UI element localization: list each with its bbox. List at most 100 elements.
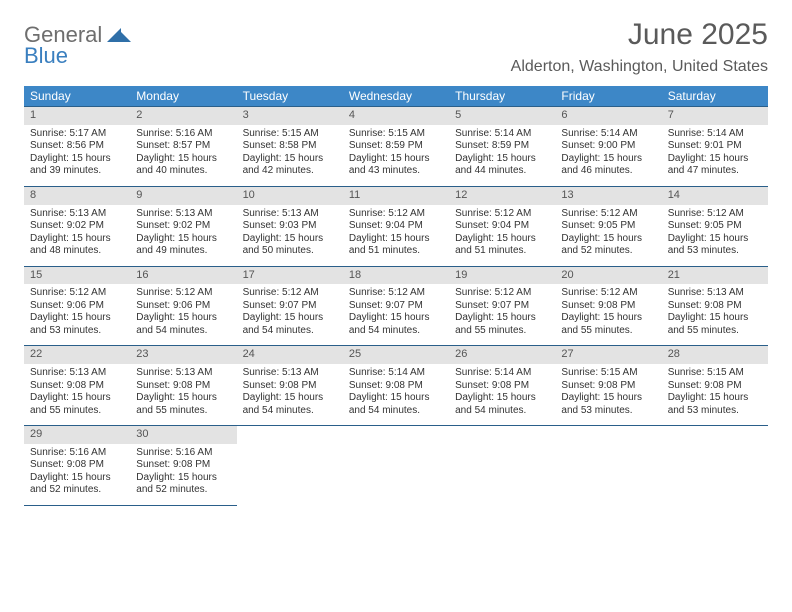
day-number: 16 <box>130 266 236 284</box>
daylight: Daylight: 15 hours and 51 minutes. <box>349 233 443 258</box>
sunset: Sunset: 8:58 PM <box>243 140 337 153</box>
sunset: Sunset: 9:03 PM <box>243 220 337 233</box>
daylight: Daylight: 15 hours and 43 minutes. <box>349 153 443 178</box>
day-detail: Sunrise: 5:12 AMSunset: 9:04 PMDaylight:… <box>343 205 449 267</box>
sunset: Sunset: 9:02 PM <box>30 220 124 233</box>
sunrise: Sunrise: 5:12 AM <box>349 287 443 300</box>
daylight: Daylight: 15 hours and 48 minutes. <box>30 233 124 258</box>
day-detail-row: Sunrise: 5:16 AMSunset: 9:08 PMDaylight:… <box>24 444 768 506</box>
sunset: Sunset: 8:59 PM <box>455 140 549 153</box>
logo: General Blue <box>24 18 131 67</box>
daylight: Daylight: 15 hours and 39 minutes. <box>30 153 124 178</box>
day-header: Monday <box>130 86 236 107</box>
sunset: Sunset: 8:57 PM <box>136 140 230 153</box>
title-block: June 2025 Alderton, Washington, United S… <box>511 18 768 76</box>
day-number: 15 <box>24 266 130 284</box>
day-header: Friday <box>555 86 661 107</box>
day-detail: Sunrise: 5:14 AMSunset: 9:01 PMDaylight:… <box>662 125 768 187</box>
sunrise: Sunrise: 5:16 AM <box>136 447 230 460</box>
day-number: 20 <box>555 266 661 284</box>
sunrise: Sunrise: 5:15 AM <box>243 128 337 141</box>
sunrise: Sunrise: 5:13 AM <box>668 287 762 300</box>
empty-cell <box>449 444 555 506</box>
day-detail: Sunrise: 5:13 AMSunset: 9:03 PMDaylight:… <box>237 205 343 267</box>
calendar-table: SundayMondayTuesdayWednesdayThursdayFrid… <box>24 86 768 506</box>
sunrise: Sunrise: 5:15 AM <box>561 367 655 380</box>
day-detail: Sunrise: 5:14 AMSunset: 9:08 PMDaylight:… <box>449 364 555 426</box>
day-header: Tuesday <box>237 86 343 107</box>
day-detail: Sunrise: 5:12 AMSunset: 9:07 PMDaylight:… <box>237 284 343 346</box>
day-detail: Sunrise: 5:13 AMSunset: 9:08 PMDaylight:… <box>662 284 768 346</box>
header: General Blue June 2025 Alderton, Washing… <box>24 18 768 76</box>
day-number-row: 891011121314 <box>24 186 768 204</box>
sunset: Sunset: 9:07 PM <box>243 300 337 313</box>
sunset: Sunset: 9:06 PM <box>136 300 230 313</box>
sunset: Sunset: 9:08 PM <box>668 300 762 313</box>
sunrise: Sunrise: 5:14 AM <box>455 367 549 380</box>
sunrise: Sunrise: 5:14 AM <box>455 128 549 141</box>
day-number-row: 2930 <box>24 426 768 444</box>
sunset: Sunset: 9:08 PM <box>561 300 655 313</box>
day-detail: Sunrise: 5:16 AMSunset: 8:57 PMDaylight:… <box>130 125 236 187</box>
daylight: Daylight: 15 hours and 52 minutes. <box>561 233 655 258</box>
day-detail: Sunrise: 5:12 AMSunset: 9:06 PMDaylight:… <box>130 284 236 346</box>
day-number: 1 <box>24 107 130 125</box>
daylight: Daylight: 15 hours and 54 minutes. <box>455 392 549 417</box>
sunset: Sunset: 9:00 PM <box>561 140 655 153</box>
sunset: Sunset: 9:06 PM <box>30 300 124 313</box>
day-detail: Sunrise: 5:12 AMSunset: 9:08 PMDaylight:… <box>555 284 661 346</box>
day-detail: Sunrise: 5:12 AMSunset: 9:04 PMDaylight:… <box>449 205 555 267</box>
sunset: Sunset: 9:02 PM <box>136 220 230 233</box>
day-number: 24 <box>237 346 343 364</box>
sunrise: Sunrise: 5:12 AM <box>243 287 337 300</box>
day-detail: Sunrise: 5:12 AMSunset: 9:07 PMDaylight:… <box>343 284 449 346</box>
sunset: Sunset: 9:08 PM <box>243 380 337 393</box>
sunrise: Sunrise: 5:14 AM <box>561 128 655 141</box>
day-detail: Sunrise: 5:12 AMSunset: 9:05 PMDaylight:… <box>662 205 768 267</box>
day-number: 29 <box>24 426 130 444</box>
daylight: Daylight: 15 hours and 55 minutes. <box>30 392 124 417</box>
daylight: Daylight: 15 hours and 54 minutes. <box>349 392 443 417</box>
day-detail: Sunrise: 5:15 AMSunset: 9:08 PMDaylight:… <box>555 364 661 426</box>
sunrise: Sunrise: 5:12 AM <box>561 208 655 221</box>
day-detail: Sunrise: 5:16 AMSunset: 9:08 PMDaylight:… <box>130 444 236 506</box>
sunset: Sunset: 9:05 PM <box>668 220 762 233</box>
day-detail: Sunrise: 5:15 AMSunset: 9:08 PMDaylight:… <box>662 364 768 426</box>
day-number: 2 <box>130 107 236 125</box>
daylight: Daylight: 15 hours and 42 minutes. <box>243 153 337 178</box>
logo-text: General Blue <box>24 24 131 67</box>
sunrise: Sunrise: 5:13 AM <box>243 367 337 380</box>
day-number: 14 <box>662 186 768 204</box>
empty-cell <box>237 444 343 506</box>
day-number: 17 <box>237 266 343 284</box>
sunset: Sunset: 9:08 PM <box>455 380 549 393</box>
day-header: Wednesday <box>343 86 449 107</box>
day-detail: Sunrise: 5:15 AMSunset: 8:59 PMDaylight:… <box>343 125 449 187</box>
daylight: Daylight: 15 hours and 52 minutes. <box>136 472 230 497</box>
day-number: 13 <box>555 186 661 204</box>
sunset: Sunset: 9:08 PM <box>30 459 124 472</box>
sunrise: Sunrise: 5:12 AM <box>561 287 655 300</box>
sunrise: Sunrise: 5:13 AM <box>30 367 124 380</box>
sunset: Sunset: 9:08 PM <box>668 380 762 393</box>
day-number: 27 <box>555 346 661 364</box>
daylight: Daylight: 15 hours and 52 minutes. <box>30 472 124 497</box>
day-detail: Sunrise: 5:17 AMSunset: 8:56 PMDaylight:… <box>24 125 130 187</box>
empty-cell <box>237 426 343 444</box>
day-detail: Sunrise: 5:12 AMSunset: 9:05 PMDaylight:… <box>555 205 661 267</box>
daylight: Daylight: 15 hours and 46 minutes. <box>561 153 655 178</box>
sunset: Sunset: 9:07 PM <box>349 300 443 313</box>
day-detail-row: Sunrise: 5:17 AMSunset: 8:56 PMDaylight:… <box>24 125 768 187</box>
empty-cell <box>555 426 661 444</box>
daylight: Daylight: 15 hours and 55 minutes. <box>561 312 655 337</box>
sunrise: Sunrise: 5:12 AM <box>136 287 230 300</box>
sunrise: Sunrise: 5:13 AM <box>136 367 230 380</box>
daylight: Daylight: 15 hours and 55 minutes. <box>668 312 762 337</box>
sunrise: Sunrise: 5:14 AM <box>349 367 443 380</box>
calendar-page: General Blue June 2025 Alderton, Washing… <box>0 0 792 506</box>
day-number-row: 1234567 <box>24 107 768 125</box>
day-detail: Sunrise: 5:13 AMSunset: 9:08 PMDaylight:… <box>130 364 236 426</box>
sunset: Sunset: 9:08 PM <box>349 380 443 393</box>
sunrise: Sunrise: 5:13 AM <box>243 208 337 221</box>
sunrise: Sunrise: 5:12 AM <box>349 208 443 221</box>
